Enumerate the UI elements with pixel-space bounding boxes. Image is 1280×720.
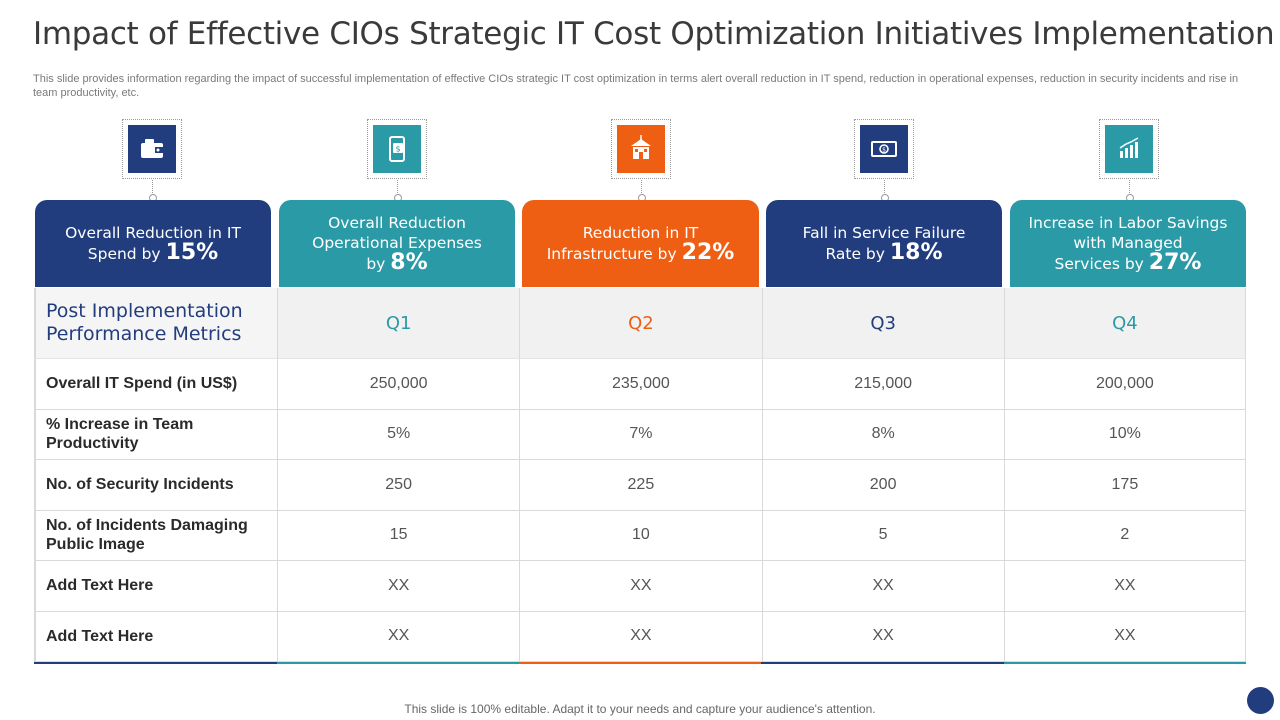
table-cell: XX — [519, 561, 761, 611]
table-cell: XX — [277, 561, 519, 611]
table-cell: XX — [277, 611, 519, 661]
kpi-value: 27% — [1148, 250, 1202, 275]
table-cell: XX — [761, 611, 1004, 661]
table-cell: 200,000 — [1003, 359, 1246, 409]
kpi-card-5: Increase in Labor Savings with Managed Se… — [1010, 200, 1246, 287]
table-cell: 5 — [761, 510, 1004, 560]
table-cell: 250 — [277, 460, 519, 510]
table-cell: XX — [1003, 561, 1246, 611]
kpi-card-1: Overall Reduction in IT Spend by 15% — [35, 200, 271, 287]
kpi-value: 18% — [889, 240, 943, 265]
table-row: No. of Security Incidents 250 225 200 17… — [34, 460, 1246, 511]
kpi-value: 15% — [165, 240, 219, 265]
column-header-q4: Q4 — [1003, 288, 1246, 358]
column-header-q2: Q2 — [519, 288, 761, 358]
wallet-icon — [128, 125, 176, 173]
table-bottom-accent — [34, 662, 1246, 665]
svg-text:$: $ — [882, 147, 886, 154]
table-row: Add Text Here XX XX XX XX — [34, 561, 1246, 612]
table-row: No. of Incidents Damaging Public Image 1… — [34, 510, 1246, 561]
kpi-card-4: Fall in Service Failure Rate by 18% — [766, 200, 1002, 287]
row-label: % Increase in Team Productivity — [34, 409, 277, 459]
page-subtitle: This slide provides information regardin… — [33, 73, 1239, 99]
bar-chart-icon — [1105, 125, 1153, 173]
icon-frame-3 — [611, 119, 671, 179]
building-icon — [617, 125, 665, 173]
table-cell: 8% — [761, 409, 1004, 459]
connector-1 — [149, 180, 157, 202]
table-row: Add Text Here XX XX XX XX — [34, 611, 1246, 662]
table-cell: 215,000 — [761, 359, 1004, 409]
kpi-card-2: Overall Reduction Operational Expenses by… — [279, 200, 515, 287]
icon-frame-5 — [1099, 119, 1159, 179]
row-label: Add Text Here — [34, 561, 277, 611]
table-cell: 200 — [761, 460, 1004, 510]
icon-frame-4: $ — [854, 119, 914, 179]
connector-3 — [638, 180, 646, 202]
table-cell: XX — [1003, 611, 1246, 661]
table-cell: XX — [519, 611, 761, 661]
table-cell: 235,000 — [519, 359, 761, 409]
table-cell: XX — [761, 561, 1004, 611]
connector-4 — [881, 180, 889, 202]
metrics-table: Post Implementation Performance Metrics … — [34, 288, 1246, 665]
table-cell: 2 — [1003, 510, 1246, 560]
mobile-payment-icon: $ — [373, 125, 421, 173]
table-cell: 15 — [277, 510, 519, 560]
connector-2 — [394, 180, 402, 202]
footer-note: This slide is 100% editable. Adapt it to… — [404, 702, 876, 716]
icon-frame-2: $ — [367, 119, 427, 179]
kpi-value: 8% — [390, 250, 428, 275]
table-cell: 7% — [519, 409, 761, 459]
table-cell: 5% — [277, 409, 519, 459]
corner-decoration — [1247, 687, 1274, 714]
icon-frame-1 — [122, 119, 182, 179]
table-corner-label: Post Implementation Performance Metrics — [34, 288, 277, 358]
column-header-q3: Q3 — [761, 288, 1004, 358]
table-cell: 10 — [519, 510, 761, 560]
table-cell: 225 — [519, 460, 761, 510]
kpi-value: 22% — [681, 240, 735, 265]
row-label: No. of Security Incidents — [34, 460, 277, 510]
row-label: No. of Incidents Damaging Public Image — [34, 510, 277, 560]
row-label: Add Text Here — [34, 611, 277, 661]
table-header-row: Post Implementation Performance Metrics … — [34, 288, 1246, 359]
table-cell: 175 — [1003, 460, 1246, 510]
table-cell: 10% — [1003, 409, 1246, 459]
kpi-card-3: Reduction in IT Infrastructure by 22% — [522, 200, 759, 287]
row-label: Overall IT Spend (in US$) — [34, 359, 277, 409]
table-cell: 250,000 — [277, 359, 519, 409]
banknote-icon: $ — [860, 125, 908, 173]
table-row: Overall IT Spend (in US$) 250,000 235,00… — [34, 359, 1246, 410]
connector-5 — [1126, 180, 1134, 202]
svg-text:$: $ — [395, 145, 400, 154]
table-row: % Increase in Team Productivity 5% 7% 8%… — [34, 409, 1246, 460]
page-title: Impact of Effective CIOs Strategic IT Co… — [33, 16, 1275, 52]
column-header-q1: Q1 — [277, 288, 519, 358]
